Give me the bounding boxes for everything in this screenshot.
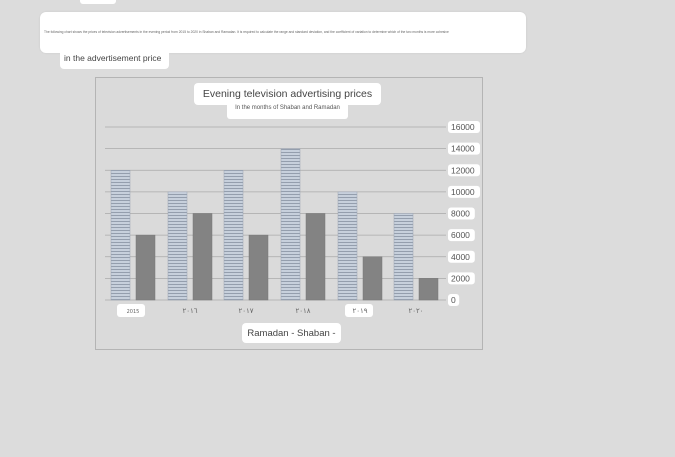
svg-text:12000: 12000 — [451, 165, 475, 175]
y-tick-label: 14000 — [448, 142, 480, 155]
y-tick-label: 6000 — [448, 229, 475, 242]
x-tick-label: ٢٠١٦ — [182, 307, 197, 315]
top-tab — [80, 0, 116, 4]
chart-title: Evening television advertising prices — [194, 83, 381, 105]
x-tick-label: ٢٠٢٠ — [408, 307, 423, 315]
svg-text:٢٠٢٠: ٢٠٢٠ — [408, 307, 423, 315]
bar-shaban-1 — [192, 213, 213, 301]
svg-text:٢٠١٦: ٢٠١٦ — [182, 307, 197, 315]
y-axis-ticks: 16000 14000 12000 10000 8000 6000 4000 2000 0 — [448, 121, 480, 306]
bar-shaban-2 — [248, 234, 269, 301]
y-tick-label: 2000 — [448, 272, 475, 285]
y-tick-label: 16000 — [448, 121, 480, 133]
svg-text:2000: 2000 — [451, 273, 470, 283]
bar-shaban-4 — [362, 256, 383, 301]
svg-text:٢٠١٨: ٢٠١٨ — [295, 307, 310, 315]
x-axis-label: Ramadan - Shaban - — [242, 323, 341, 343]
svg-text:٢٠١٧: ٢٠١٧ — [238, 307, 253, 315]
svg-text:٢٠١٩: ٢٠١٩ — [352, 307, 367, 315]
bar-shaban-5 — [418, 278, 439, 301]
svg-text:6000: 6000 — [451, 230, 470, 240]
bars — [110, 148, 439, 301]
x-tick-label: ٢٠١٧ — [238, 307, 253, 315]
y-tick-label: 4000 — [448, 250, 475, 263]
bar-shaban-0 — [135, 234, 156, 301]
bar-shaban-3 — [305, 213, 326, 301]
grid-lines — [105, 126, 446, 301]
svg-text:0: 0 — [451, 295, 456, 305]
x-tick-label: ٢٠١٨ — [295, 307, 310, 315]
y-tick-label: 10000 — [448, 185, 480, 198]
x-tick-label: 2015 — [117, 304, 145, 317]
y-tick-label: 8000 — [448, 207, 475, 220]
x-axis-ticks: 2015 ٢٠١٦ ٢٠١٧ ٢٠١٨ ٢٠١٩ ٢٠٢٠ — [117, 304, 424, 317]
y-tick-label: 12000 — [448, 164, 480, 177]
chart-subtitle: In the months of Shaban and Ramadan — [227, 101, 348, 119]
bar-ramadan-4 — [337, 191, 358, 301]
x-tick-label: ٢٠١٩ — [345, 304, 373, 317]
bar-ramadan-2 — [223, 170, 244, 301]
bar-ramadan-0 — [110, 170, 131, 301]
question-text: The following chart shows the prices of … — [44, 30, 449, 34]
svg-text:2015: 2015 — [127, 309, 140, 315]
svg-text:10000: 10000 — [451, 187, 475, 197]
svg-text:4000: 4000 — [451, 252, 470, 262]
svg-text:14000: 14000 — [451, 144, 475, 154]
question-subtext: in the advertisement price — [60, 46, 169, 69]
svg-text:8000: 8000 — [451, 209, 470, 219]
bar-ramadan-5 — [393, 213, 414, 301]
y-tick-label: 0 — [448, 294, 460, 306]
bar-ramadan-3 — [280, 148, 301, 301]
bar-ramadan-1 — [167, 191, 188, 301]
svg-text:16000: 16000 — [451, 122, 475, 132]
